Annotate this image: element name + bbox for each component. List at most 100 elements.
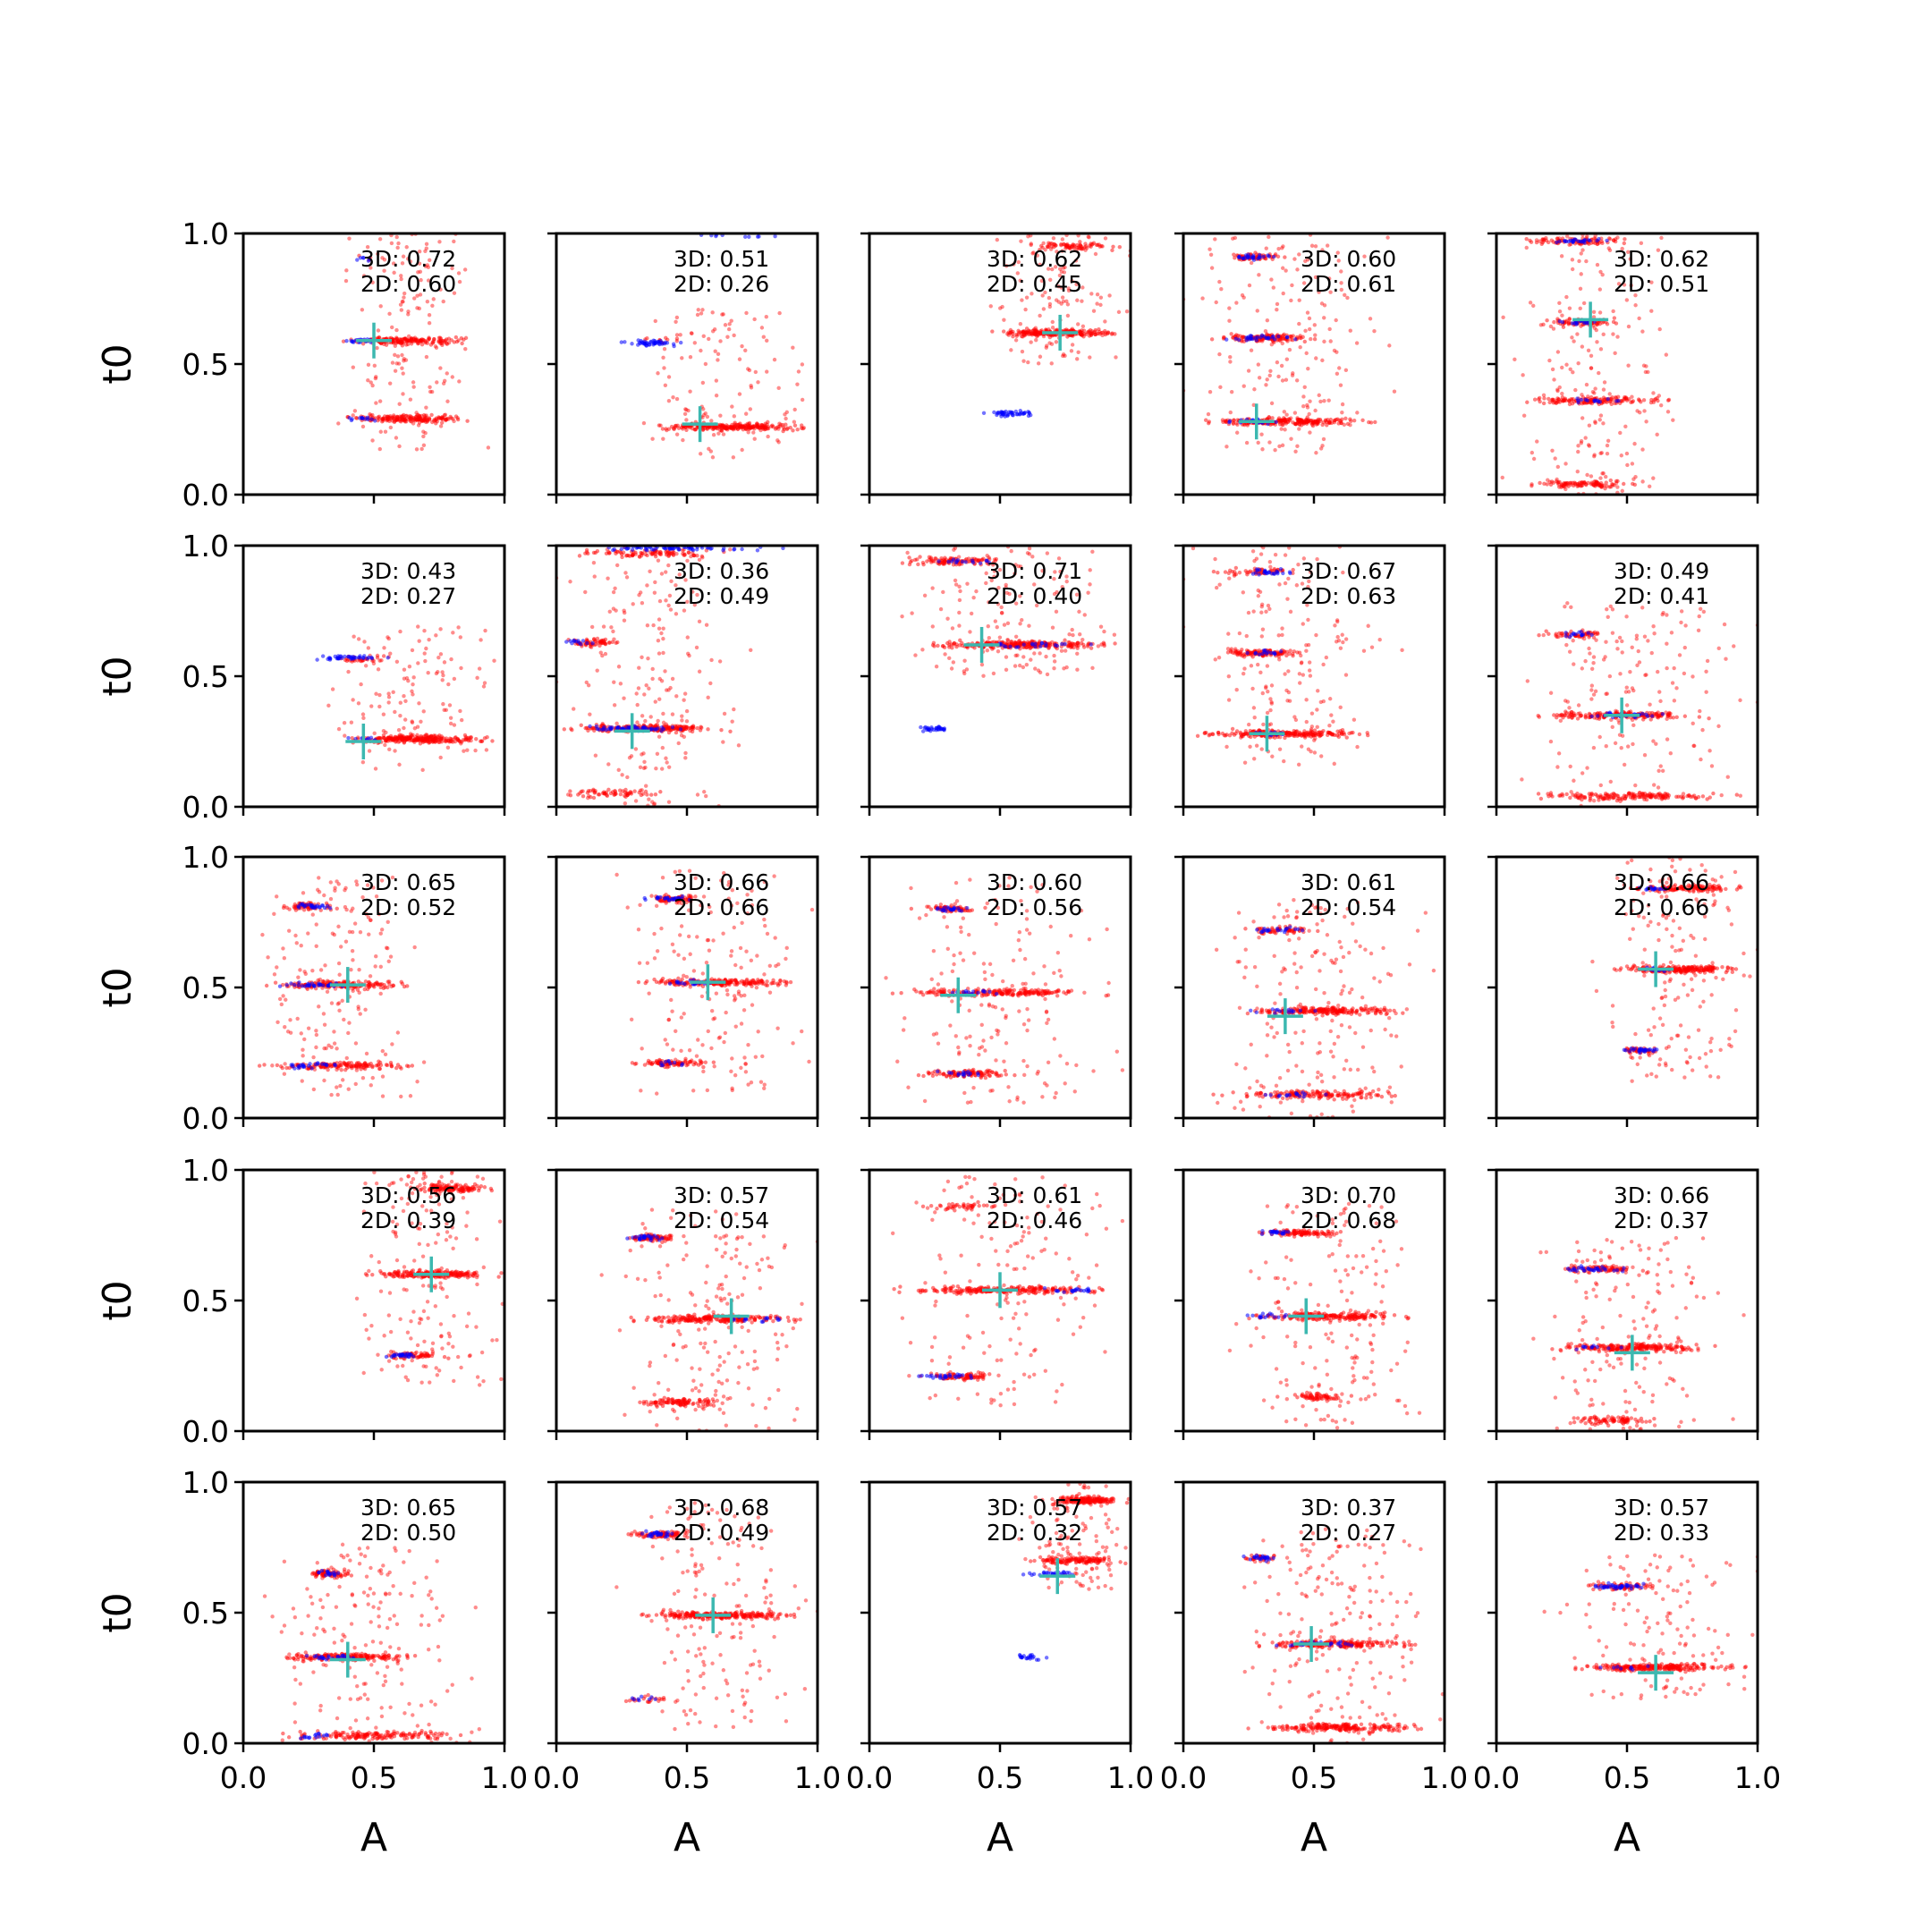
- red-point: [1601, 395, 1606, 400]
- blue-point: [999, 641, 1004, 647]
- red-point: [1249, 260, 1254, 266]
- red-point: [450, 266, 454, 271]
- red-point: [992, 569, 997, 573]
- red-point: [1551, 480, 1556, 485]
- red-point: [1284, 419, 1288, 425]
- red-point: [1320, 444, 1325, 448]
- red-point: [699, 311, 704, 316]
- red-point: [413, 337, 419, 343]
- red-point: [1038, 651, 1042, 656]
- red-point: [1018, 564, 1023, 569]
- red-point: [405, 342, 411, 347]
- red-point: [410, 648, 415, 653]
- red-point: [623, 801, 628, 806]
- red-point: [374, 691, 378, 696]
- red-point: [1322, 316, 1326, 320]
- red-point: [1088, 582, 1092, 587]
- red-point: [396, 241, 401, 246]
- red-point: [1075, 245, 1080, 250]
- red-point: [900, 561, 905, 565]
- red-point: [401, 371, 405, 376]
- red-point: [1580, 248, 1585, 252]
- red-point: [661, 626, 665, 631]
- red-point: [475, 675, 479, 681]
- red-point: [674, 339, 679, 343]
- red-point: [1110, 248, 1114, 253]
- red-point: [415, 306, 419, 310]
- red-point: [718, 339, 723, 343]
- red-point: [984, 571, 988, 576]
- blue-point: [987, 560, 992, 565]
- red-point: [1284, 653, 1289, 658]
- red-point: [1043, 290, 1047, 295]
- red-point: [1315, 420, 1319, 425]
- red-point: [1015, 641, 1020, 646]
- red-point: [641, 751, 646, 756]
- red-point: [401, 418, 406, 422]
- red-point: [415, 733, 419, 738]
- blue-point: [984, 558, 989, 564]
- red-point: [1306, 584, 1310, 589]
- red-point: [967, 559, 971, 564]
- red-point: [1613, 239, 1618, 244]
- red-point: [1335, 618, 1340, 623]
- red-point: [430, 341, 436, 345]
- red-point: [353, 416, 359, 420]
- red-point: [1633, 475, 1638, 479]
- red-point: [588, 712, 592, 716]
- red-point: [400, 261, 405, 266]
- red-point: [611, 606, 616, 611]
- red-point: [360, 424, 366, 429]
- red-point: [1076, 350, 1080, 354]
- red-point: [454, 339, 460, 344]
- red-point: [936, 643, 940, 648]
- red-point: [439, 416, 445, 421]
- red-point: [1080, 246, 1084, 250]
- blue-point: [963, 560, 968, 564]
- red-point: [740, 343, 744, 349]
- red-point: [1553, 456, 1557, 461]
- red-point: [776, 440, 781, 445]
- red-point: [1301, 556, 1307, 561]
- red-point: [377, 237, 383, 242]
- red-point: [743, 427, 748, 431]
- red-point: [392, 416, 397, 421]
- red-point: [452, 291, 457, 295]
- red-point: [1270, 754, 1275, 758]
- red-point: [1242, 422, 1247, 428]
- red-point: [621, 550, 626, 555]
- red-point: [1046, 646, 1051, 650]
- red-point: [1208, 252, 1214, 257]
- red-point: [1600, 471, 1605, 476]
- red-point: [1297, 321, 1301, 326]
- red-point: [612, 680, 616, 684]
- red-point: [1080, 299, 1084, 303]
- red-point: [624, 575, 630, 580]
- red-point: [1283, 255, 1287, 259]
- red-point: [653, 318, 657, 324]
- blue-point: [755, 548, 760, 553]
- red-point: [905, 550, 910, 555]
- red-point: [1309, 711, 1315, 716]
- red-point: [351, 413, 355, 418]
- red-point: [1369, 645, 1375, 649]
- red-point: [800, 423, 804, 428]
- red-point: [1053, 265, 1058, 269]
- red-point: [1640, 479, 1645, 484]
- red-point: [1589, 401, 1595, 406]
- red-point: [1299, 661, 1304, 665]
- red-point: [1300, 581, 1305, 586]
- red-point: [651, 802, 657, 807]
- red-point: [427, 336, 431, 342]
- red-point: [608, 791, 614, 796]
- red-point: [408, 419, 413, 423]
- red-point: [440, 670, 445, 674]
- blue-point: [942, 726, 947, 731]
- red-point: [595, 668, 599, 673]
- red-point: [424, 405, 428, 410]
- red-point: [657, 651, 662, 656]
- red-point: [1620, 488, 1624, 494]
- red-point: [674, 432, 680, 436]
- red-point: [425, 263, 430, 267]
- red-point: [728, 424, 733, 429]
